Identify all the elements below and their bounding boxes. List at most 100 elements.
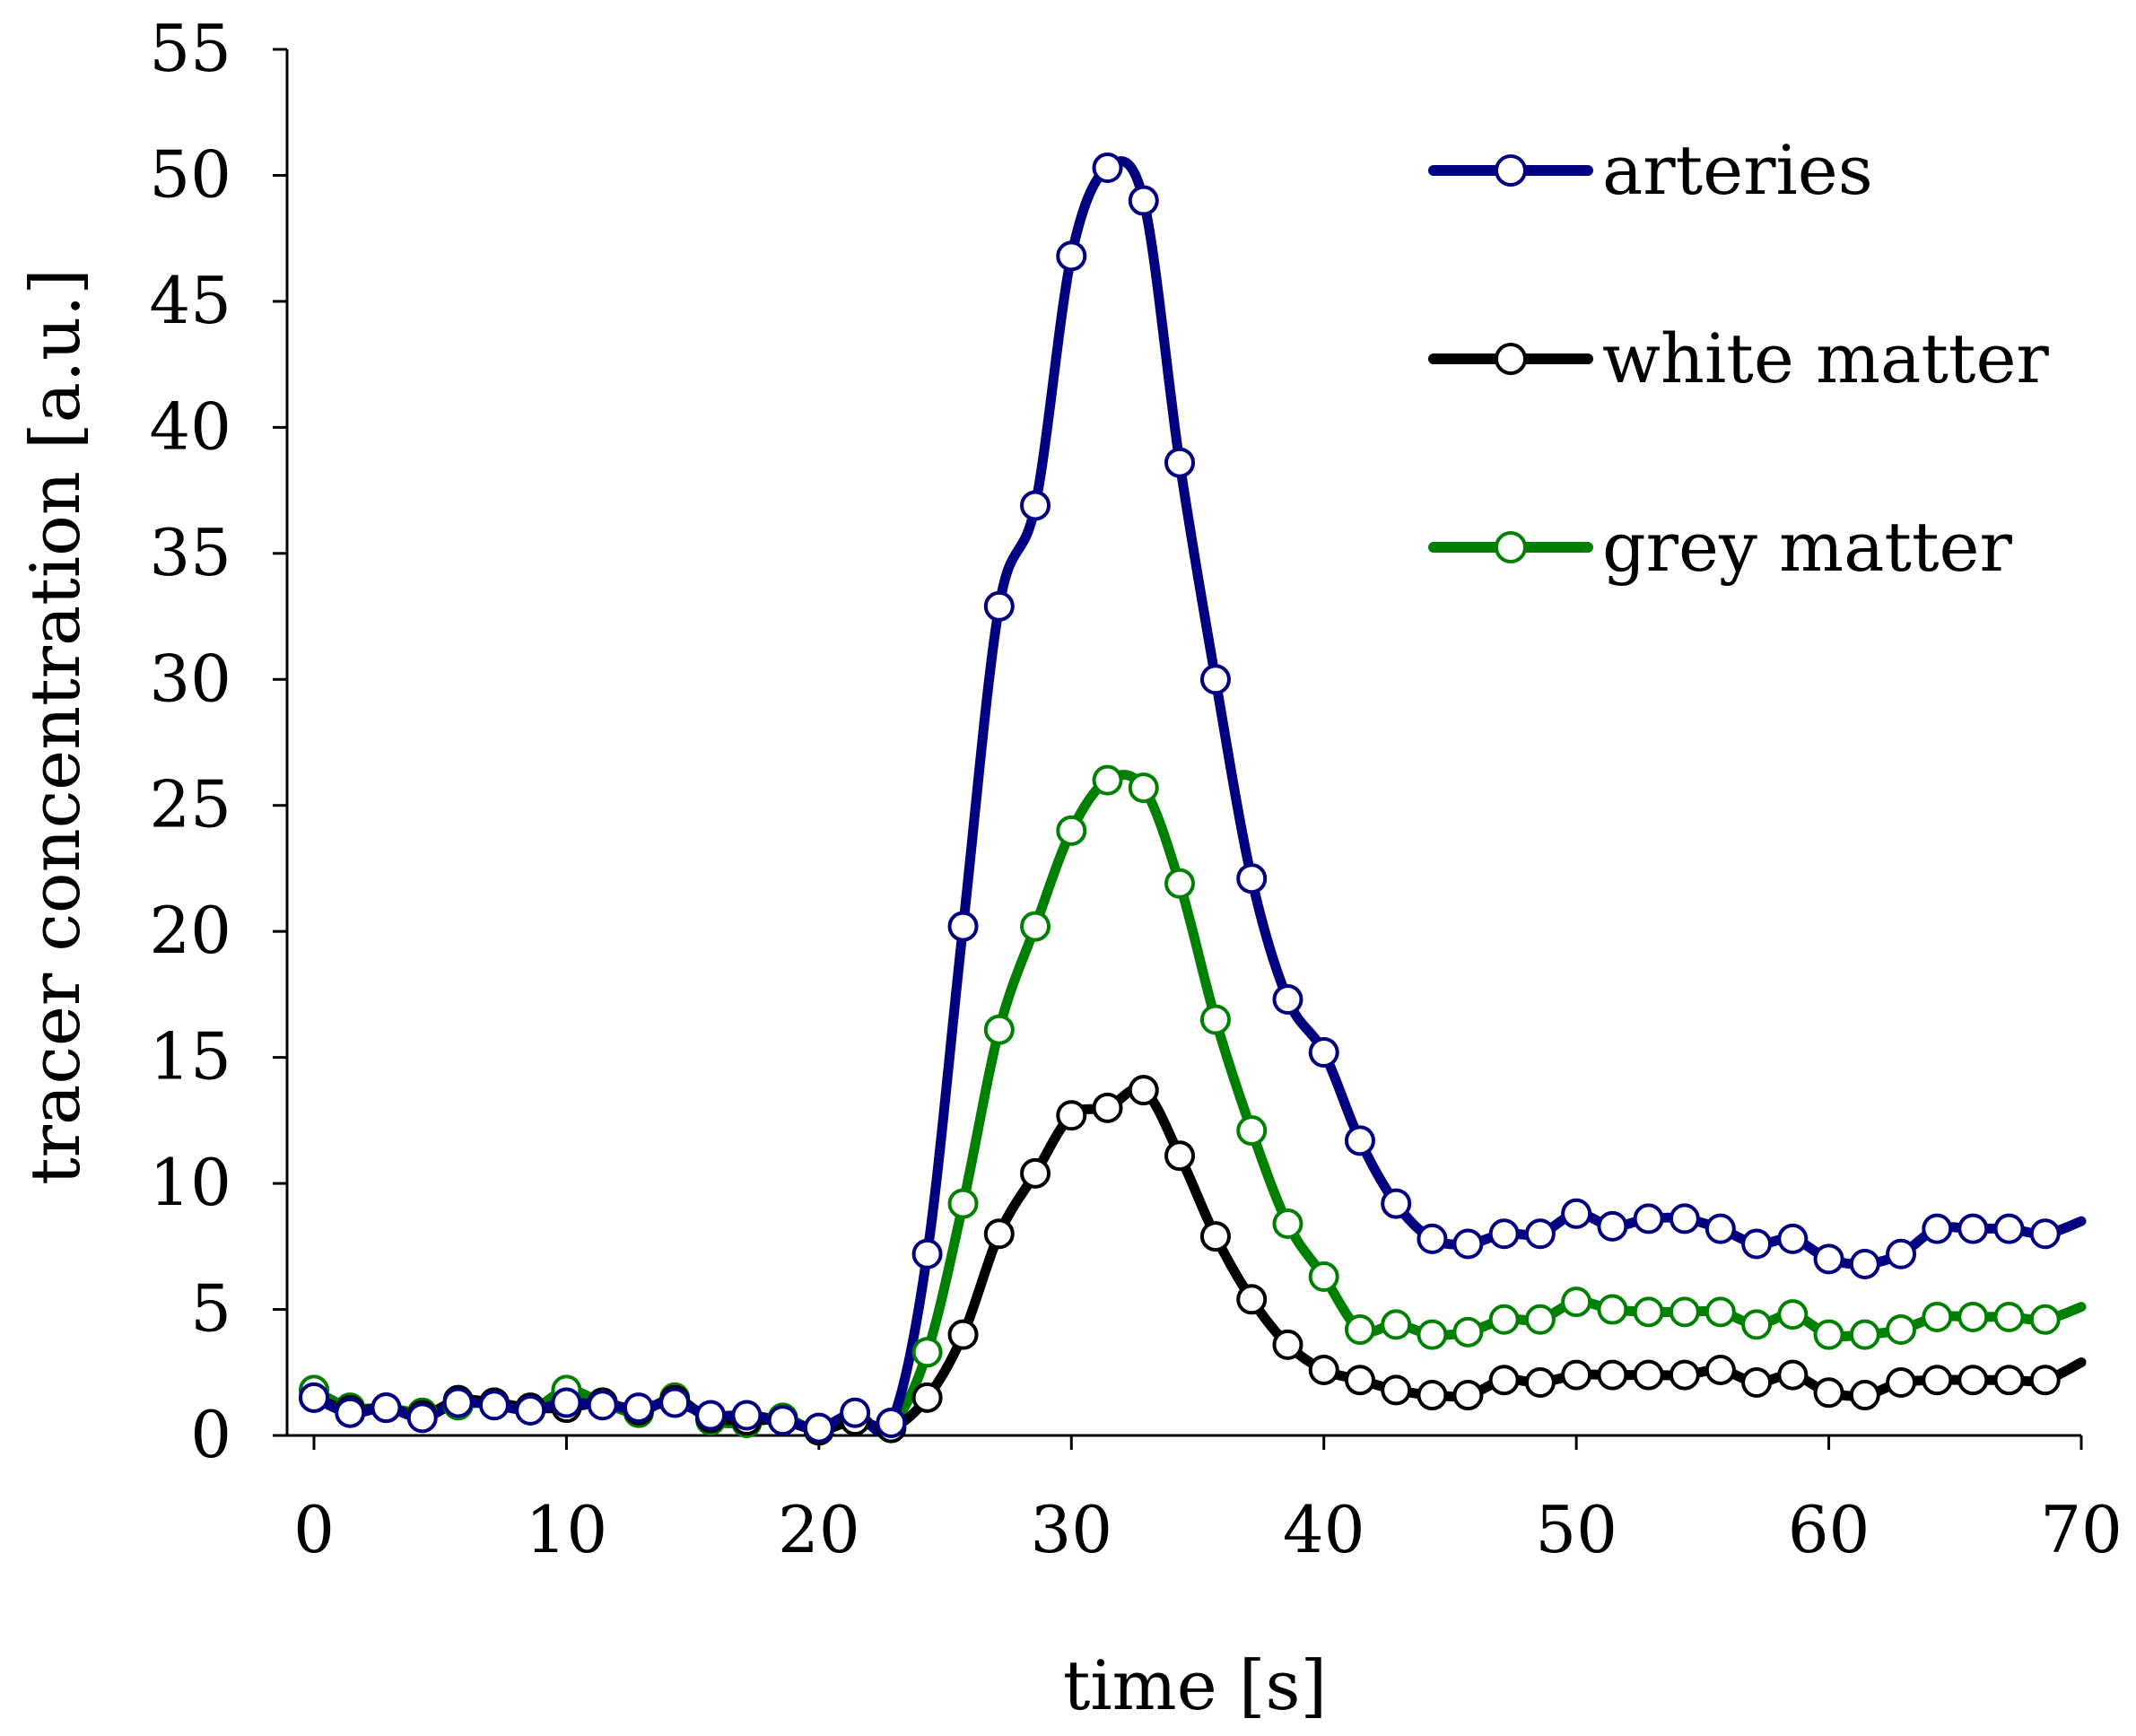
data-point-white-matter	[1020, 1157, 1051, 1189]
data-point-arteries	[335, 1397, 366, 1428]
data-point-white-matter	[1308, 1354, 1339, 1385]
data-point-arteries	[1886, 1238, 1917, 1269]
data-point-arteries	[442, 1387, 474, 1418]
y-ticks: 0 5 10 15 20 25 30 35 40 45 50 55	[149, 11, 287, 1472]
data-point-arteries	[1633, 1203, 1664, 1234]
data-point-arteries	[587, 1390, 618, 1421]
data-point-arteries	[299, 1382, 329, 1413]
data-point-grey-matter	[1308, 1261, 1339, 1293]
data-point-white-matter	[1488, 1365, 1520, 1396]
data-point-white-matter	[1993, 1365, 2025, 1396]
data-point-arteries	[1777, 1223, 1809, 1254]
data-point-white-matter	[1922, 1365, 1953, 1396]
data-point-arteries	[371, 1392, 402, 1424]
axes	[285, 49, 2081, 1437]
data-point-arteries	[1344, 1125, 1375, 1156]
data-point-arteries	[1199, 664, 1231, 695]
data-point-arteries	[731, 1400, 763, 1431]
data-point-grey-matter	[2029, 1304, 2061, 1335]
data-point-grey-matter	[983, 1014, 1015, 1045]
data-point-grey-matter	[1993, 1301, 2025, 1332]
data-point-arteries	[767, 1405, 798, 1436]
y-tick-label: 30	[149, 641, 231, 716]
data-point-grey-matter	[1813, 1319, 1844, 1350]
data-point-white-matter	[947, 1319, 979, 1350]
x-tick-label: 70	[2040, 1492, 2123, 1567]
data-point-grey-matter	[1488, 1304, 1520, 1335]
data-point-grey-matter	[947, 1188, 979, 1219]
data-point-grey-matter	[1056, 815, 1087, 846]
data-point-grey-matter	[1524, 1304, 1556, 1335]
data-point-arteries	[1597, 1210, 1628, 1242]
data-point-arteries	[876, 1407, 907, 1438]
data-point-white-matter	[1381, 1374, 1412, 1406]
data-point-arteries	[1272, 984, 1303, 1016]
data-point-grey-matter	[1849, 1319, 1880, 1350]
data-point-arteries	[1524, 1218, 1556, 1250]
x-ticks: 0 10 20 30 40 50 60 70	[293, 1435, 2123, 1567]
data-point-white-matter	[1272, 1329, 1303, 1360]
legend-label-arteries: arteries	[1602, 130, 1873, 210]
x-tick-label: 40	[1283, 1492, 1365, 1567]
data-point-white-matter	[1633, 1359, 1664, 1391]
y-tick-label: 25	[149, 767, 231, 842]
data-point-arteries	[695, 1400, 727, 1431]
data-point-arteries	[947, 911, 979, 942]
data-point-grey-matter	[1777, 1299, 1809, 1330]
x-axis-title: time [s]	[1063, 1645, 1327, 1725]
data-point-arteries	[406, 1402, 438, 1434]
data-point-grey-matter	[1092, 764, 1123, 796]
data-point-arteries	[1741, 1228, 1773, 1260]
y-tick-label: 40	[149, 388, 231, 464]
data-point-grey-matter	[1922, 1301, 1953, 1332]
data-point-grey-matter	[1344, 1314, 1375, 1346]
data-point-white-matter	[1813, 1377, 1844, 1409]
data-point-white-matter	[911, 1382, 943, 1413]
x-tick-label: 50	[1535, 1492, 1617, 1567]
data-point-arteries	[1308, 1037, 1339, 1069]
data-point-arteries	[623, 1392, 654, 1424]
data-point-grey-matter	[1886, 1314, 1917, 1346]
y-tick-label: 45	[149, 263, 231, 338]
y-tick-label: 35	[149, 515, 231, 590]
data-point-grey-matter	[1236, 1115, 1268, 1147]
data-point-grey-matter	[1561, 1287, 1592, 1318]
data-point-grey-matter	[1669, 1296, 1700, 1328]
data-point-arteries	[840, 1397, 871, 1428]
legend-marker-white-matter	[1495, 343, 1527, 375]
data-point-arteries	[1056, 240, 1087, 272]
y-tick-label: 20	[149, 893, 231, 968]
data-point-arteries	[1669, 1203, 1700, 1234]
data-point-grey-matter	[1164, 868, 1196, 899]
data-point-grey-matter	[911, 1337, 943, 1368]
data-point-white-matter	[1524, 1367, 1556, 1399]
data-point-arteries	[1704, 1213, 1736, 1244]
data-point-white-matter	[1164, 1140, 1196, 1172]
data-point-arteries	[515, 1394, 546, 1426]
y-tick-label: 10	[149, 1145, 231, 1220]
data-point-white-matter	[1056, 1100, 1087, 1131]
x-tick-label: 10	[526, 1492, 608, 1567]
data-point-arteries	[911, 1238, 943, 1269]
data-point-white-matter	[1128, 1075, 1159, 1106]
data-point-arteries	[1922, 1213, 1953, 1244]
data-point-arteries	[1381, 1188, 1412, 1219]
data-point-white-matter	[1344, 1365, 1375, 1396]
data-point-grey-matter	[1381, 1309, 1412, 1340]
data-point-white-matter	[1561, 1359, 1592, 1391]
data-point-arteries	[1020, 490, 1051, 521]
data-point-white-matter	[1092, 1092, 1123, 1123]
data-point-grey-matter	[1704, 1296, 1736, 1328]
data-point-white-matter	[1417, 1380, 1448, 1411]
data-point-arteries	[803, 1412, 834, 1444]
legend-item-grey-matter: grey matter	[1428, 507, 2012, 587]
data-point-arteries	[1957, 1213, 1989, 1244]
data-point-white-matter	[1849, 1380, 1880, 1411]
data-point-white-matter	[1704, 1354, 1736, 1385]
x-tick-label: 20	[778, 1492, 860, 1567]
data-point-arteries	[1164, 447, 1196, 478]
data-point-arteries	[1488, 1218, 1520, 1250]
y-tick-label: 50	[149, 136, 231, 212]
legend-label-white-matter: white matter	[1602, 318, 2049, 398]
data-point-grey-matter	[1597, 1294, 1628, 1325]
